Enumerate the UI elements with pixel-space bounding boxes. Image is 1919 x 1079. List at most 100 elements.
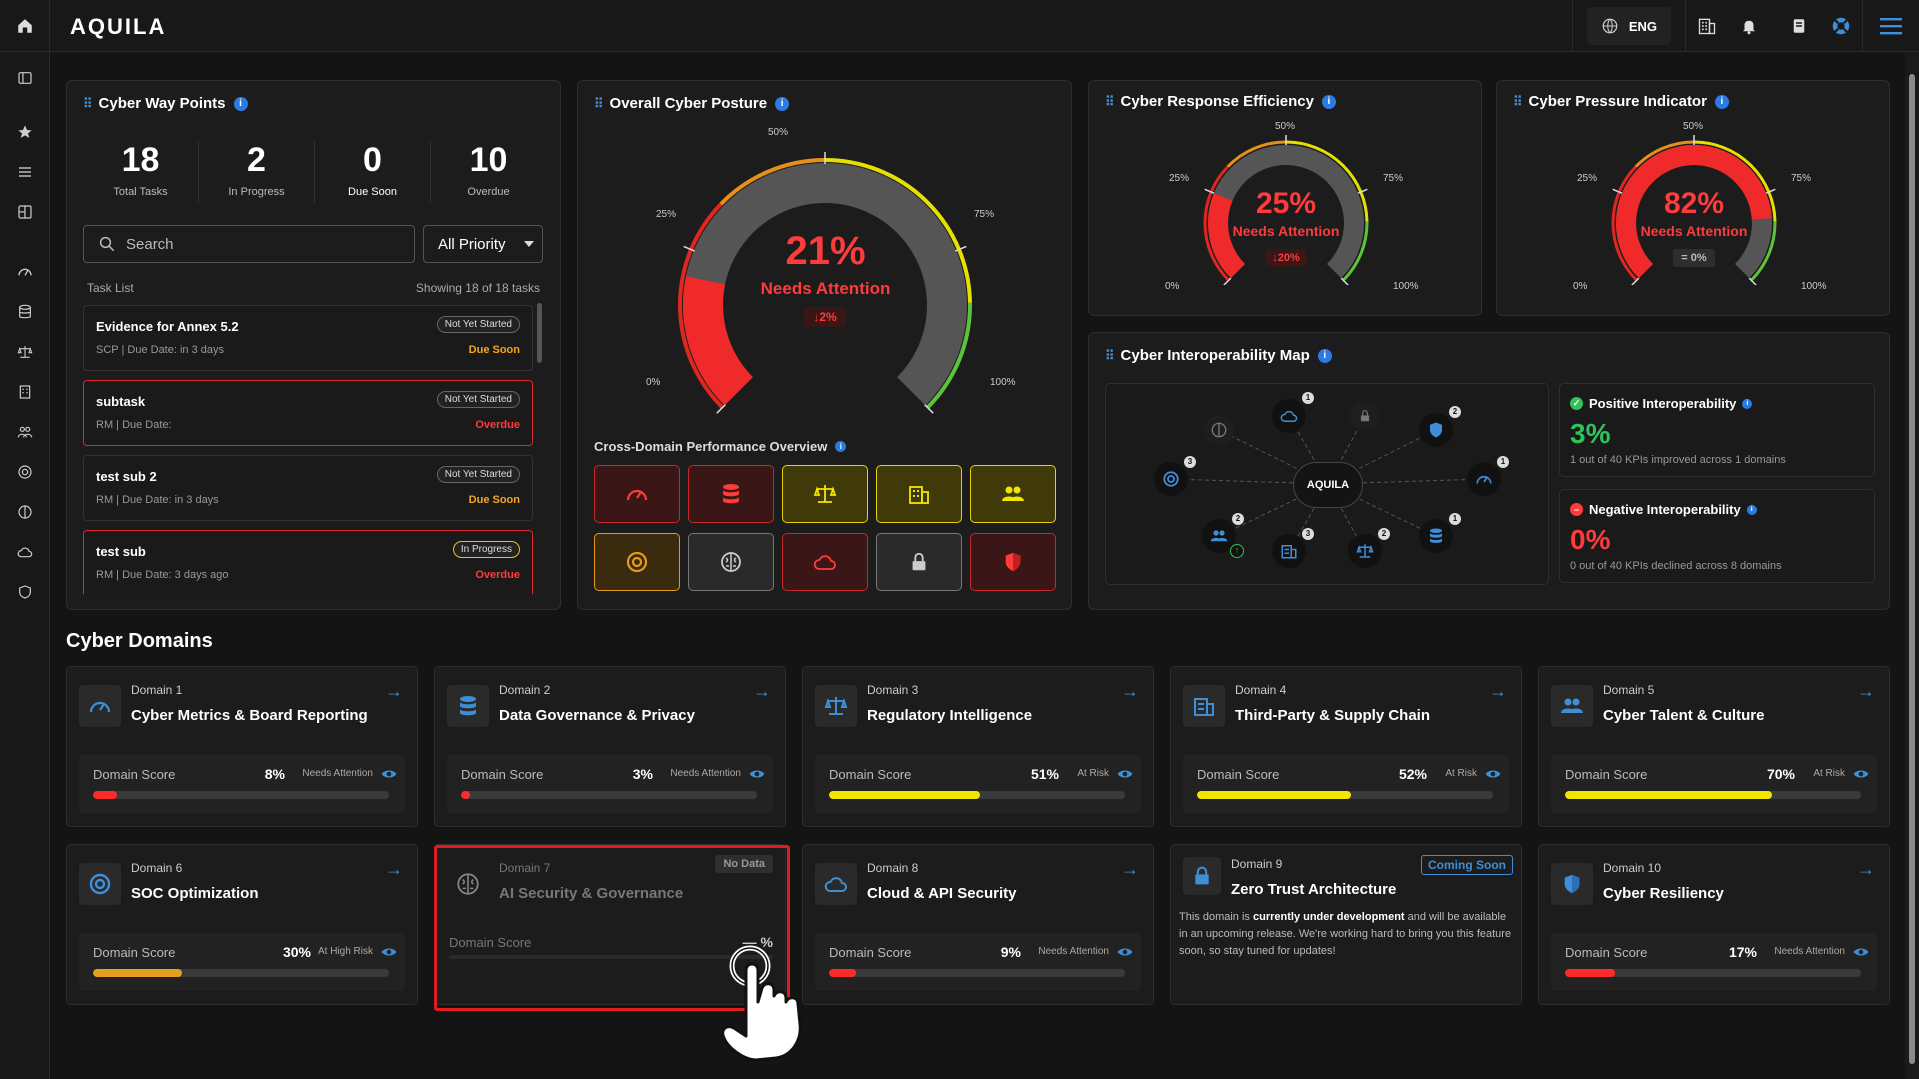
sidebar-toggle[interactable] bbox=[0, 62, 50, 94]
domain-card-6[interactable]: Domain 6 SOC Optimization → Domain Score… bbox=[66, 844, 418, 1005]
arrow-right-icon[interactable]: → bbox=[1121, 859, 1139, 879]
priority-dropdown[interactable]: All Priority bbox=[423, 225, 543, 263]
stat-due-soon[interactable]: 0 Due Soon bbox=[315, 141, 430, 198]
stat-overdue[interactable]: 10 Overdue bbox=[431, 141, 546, 198]
organization-button[interactable] bbox=[1686, 0, 1728, 52]
arrow-right-icon[interactable]: → bbox=[1857, 859, 1875, 879]
interop-title: ⠿ Cyber Interoperability Map i bbox=[1105, 347, 1332, 364]
drag-handle-icon[interactable]: ⠿ bbox=[1513, 93, 1522, 109]
domain-tile-supply-chain[interactable] bbox=[876, 465, 962, 523]
desc-bold-text: currently under development bbox=[1252, 911, 1405, 923]
info-icon[interactable]: i bbox=[1317, 348, 1332, 363]
eye-icon[interactable] bbox=[1117, 767, 1133, 781]
score-bar bbox=[1565, 969, 1861, 977]
arrow-right-icon[interactable]: → bbox=[385, 859, 403, 879]
domain-tile-soc[interactable] bbox=[594, 533, 680, 591]
language-label: ENG bbox=[1628, 18, 1657, 34]
info-icon[interactable]: i bbox=[233, 96, 248, 111]
info-icon[interactable]: i bbox=[835, 441, 847, 452]
sidebar-item-cloud[interactable] bbox=[0, 536, 50, 568]
sidebar-item-soc[interactable] bbox=[0, 456, 50, 488]
search-box[interactable] bbox=[83, 225, 415, 263]
search-input[interactable] bbox=[126, 235, 386, 253]
info-icon[interactable]: i bbox=[1746, 504, 1757, 515]
positive-interop-box: ✓ Positive Interoperability i 3% 1 out of … bbox=[1559, 383, 1875, 477]
eye-icon[interactable] bbox=[1853, 945, 1869, 959]
sidebar-item-regulatory[interactable] bbox=[0, 336, 50, 368]
support-button[interactable] bbox=[1820, 0, 1862, 52]
eye-icon[interactable] bbox=[749, 767, 765, 781]
sidebar-item-list[interactable] bbox=[0, 156, 50, 188]
domain-tile-data[interactable] bbox=[688, 465, 774, 523]
sidebar-item-data[interactable] bbox=[0, 296, 50, 328]
eye-icon[interactable] bbox=[1485, 767, 1501, 781]
arrow-right-icon[interactable]: → bbox=[1489, 681, 1507, 701]
home-button[interactable] bbox=[0, 0, 50, 52]
arrow-right-icon[interactable]: → bbox=[753, 681, 771, 701]
node-metrics[interactable] bbox=[1467, 462, 1501, 496]
sidebar-item-favorites[interactable] bbox=[0, 116, 50, 148]
domain-card-4[interactable]: Domain 4 Third-Party & Supply Chain → Do… bbox=[1170, 666, 1522, 827]
drag-handle-icon[interactable]: ⠿ bbox=[1105, 93, 1114, 109]
domain-card-8[interactable]: Domain 8 Cloud & API Security → Domain S… bbox=[802, 844, 1154, 1005]
domain-card-7[interactable]: Domain 7 AI Security & Governance No Dat… bbox=[434, 844, 786, 1005]
task-item[interactable]: test sub RM | Due Date: 3 days ago In Pr… bbox=[83, 530, 533, 594]
info-icon[interactable]: i bbox=[1742, 398, 1753, 409]
arrow-right-icon[interactable]: → bbox=[1857, 681, 1875, 701]
eye-icon[interactable] bbox=[381, 945, 397, 959]
node-ai[interactable] bbox=[1204, 415, 1234, 445]
domain-tile-ai[interactable] bbox=[688, 533, 774, 591]
database-icon bbox=[460, 696, 476, 716]
node-cloud[interactable] bbox=[1272, 399, 1306, 433]
drag-handle-icon[interactable]: ⠿ bbox=[1105, 347, 1114, 363]
task-item[interactable]: test sub 2 RM | Due Date: in 3 days Not … bbox=[83, 455, 533, 521]
notifications-button[interactable] bbox=[1728, 0, 1770, 52]
drag-handle-icon[interactable]: ⠿ bbox=[83, 95, 92, 111]
sidebar-item-supply-chain[interactable] bbox=[0, 376, 50, 408]
app-logo[interactable]: AQUILA bbox=[70, 14, 167, 39]
task-list-scrollbar[interactable] bbox=[537, 303, 542, 363]
node-regulatory[interactable] bbox=[1348, 534, 1382, 568]
scroll-thumb[interactable] bbox=[1909, 74, 1915, 1064]
domain-tile-metrics[interactable] bbox=[594, 465, 680, 523]
sidebar-item-ai[interactable] bbox=[0, 496, 50, 528]
domain-tile-resiliency[interactable] bbox=[970, 533, 1056, 591]
arrow-right-icon[interactable]: → bbox=[1121, 681, 1139, 701]
info-icon[interactable]: i bbox=[1321, 94, 1336, 109]
info-icon[interactable]: i bbox=[1714, 94, 1729, 109]
sidebar-item-layout[interactable] bbox=[0, 196, 50, 228]
domain-tile-cloud[interactable] bbox=[782, 533, 868, 591]
domain-card-3[interactable]: Domain 3 Regulatory Intelligence → Domai… bbox=[802, 666, 1154, 827]
sidebar-item-talent[interactable] bbox=[0, 416, 50, 448]
arrow-right-icon[interactable]: → bbox=[385, 681, 403, 701]
domain-tile-talent[interactable] bbox=[970, 465, 1056, 523]
node-soc[interactable] bbox=[1154, 462, 1188, 496]
domain-card-2[interactable]: Domain 2 Data Governance & Privacy → Dom… bbox=[434, 666, 786, 827]
page-scrollbar[interactable] bbox=[1905, 52, 1919, 1079]
domain-name: SOC Optimization bbox=[131, 885, 259, 902]
domain-card-10[interactable]: Domain 10 Cyber Resiliency → Domain Scor… bbox=[1538, 844, 1890, 1005]
task-item[interactable]: Evidence for Annex 5.2 SCP | Due Date: i… bbox=[83, 305, 533, 371]
eye-icon[interactable] bbox=[1117, 945, 1133, 959]
language-selector[interactable]: ENG bbox=[1586, 7, 1671, 45]
eye-icon[interactable] bbox=[1853, 767, 1869, 781]
eye-icon[interactable] bbox=[381, 767, 397, 781]
domain-card-5[interactable]: Domain 5 Cyber Talent & Culture → Domain… bbox=[1538, 666, 1890, 827]
task-item[interactable]: subtask RM | Due Date: Not Yet Started O… bbox=[83, 380, 533, 446]
domain-card-1[interactable]: Domain 1 Cyber Metrics & Board Reporting… bbox=[66, 666, 418, 827]
info-icon[interactable]: i bbox=[775, 96, 790, 111]
node-zero-trust[interactable] bbox=[1350, 401, 1380, 431]
stat-in-progress[interactable]: 2 In Progress bbox=[199, 141, 314, 198]
sidebar-item-metrics[interactable] bbox=[0, 256, 50, 288]
domain-tile-regulatory[interactable] bbox=[782, 465, 868, 523]
drag-handle-icon[interactable]: ⠿ bbox=[594, 95, 603, 111]
node-data[interactable] bbox=[1419, 519, 1453, 553]
tick-label: 75% bbox=[974, 209, 995, 220]
node-supply-chain[interactable] bbox=[1272, 534, 1306, 568]
sidebar-item-resiliency[interactable] bbox=[0, 576, 50, 608]
node-resiliency[interactable] bbox=[1419, 413, 1453, 447]
domain-tile-zero-trust[interactable] bbox=[876, 533, 962, 591]
menu-button[interactable] bbox=[1863, 0, 1919, 52]
reports-button[interactable] bbox=[1778, 0, 1820, 52]
domain-card-9[interactable]: Domain 9 Zero Trust Architecture Coming … bbox=[1170, 844, 1522, 1005]
